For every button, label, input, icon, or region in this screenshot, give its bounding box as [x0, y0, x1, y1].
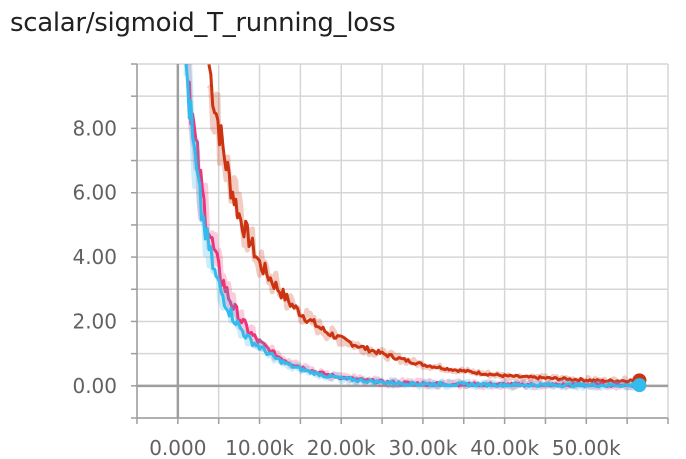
x-tick-label: 0.000 — [149, 436, 206, 459]
series-end-point — [632, 378, 647, 393]
y-tick-label: 0.00 — [72, 374, 117, 398]
y-tick-label: 2.00 — [72, 309, 117, 333]
y-tick-label: 8.00 — [72, 116, 117, 140]
x-tick-label: 20.00k — [307, 436, 376, 459]
series-lines — [183, 64, 647, 393]
y-tick-label: 4.00 — [72, 245, 117, 269]
x-tick-label: 40.00k — [470, 436, 539, 459]
series-group — [183, 64, 642, 391]
y-tick-label: 6.00 — [72, 181, 117, 205]
series-raw-band — [206, 83, 641, 386]
series-line — [184, 64, 640, 389]
tick-labels: 0.00 2.00 4.00 6.00 8.00 0.000 10.00k 20.00k 30.… — [72, 116, 621, 459]
x-tick-label: 30.00k — [389, 436, 458, 459]
chart-title: scalar/sigmoid_T_running_loss — [10, 8, 396, 38]
x-tick-label: 50.00k — [552, 436, 621, 459]
x-tick-label: 10.00k — [225, 436, 294, 459]
series-line — [207, 64, 641, 384]
